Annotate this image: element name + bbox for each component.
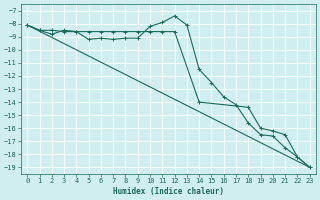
- X-axis label: Humidex (Indice chaleur): Humidex (Indice chaleur): [113, 187, 224, 196]
